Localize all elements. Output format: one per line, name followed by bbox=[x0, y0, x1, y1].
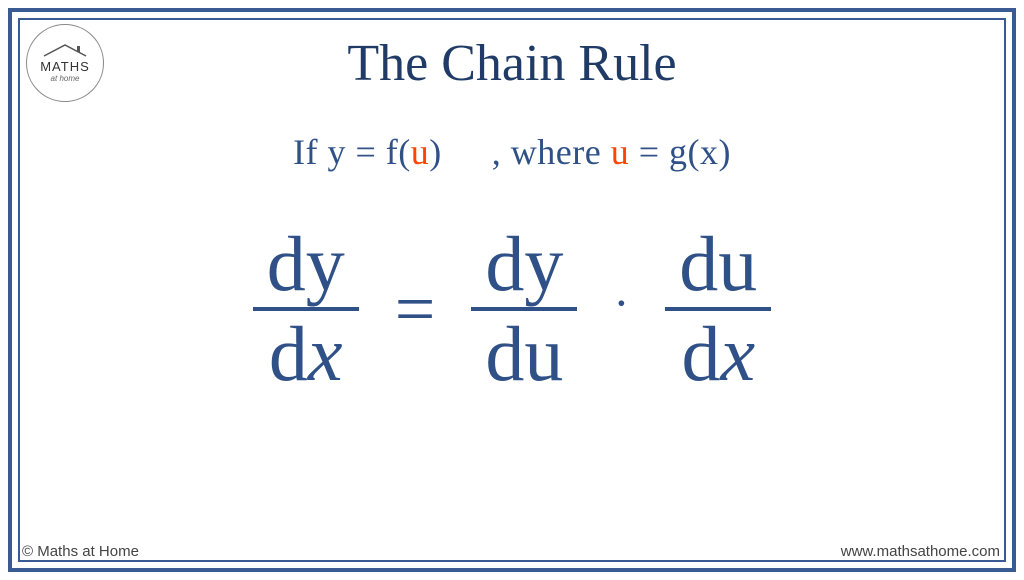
premise-part-2: ) bbox=[429, 132, 442, 172]
denominator: dx bbox=[667, 311, 769, 397]
slide-container: MATHS at home The Chain Rule If y = f(u)… bbox=[0, 0, 1024, 580]
outer-border: MATHS at home The Chain Rule If y = f(u)… bbox=[8, 8, 1016, 572]
numerator: dy bbox=[471, 221, 577, 307]
premise-part-4: , where bbox=[492, 132, 611, 172]
denominator: du bbox=[471, 311, 577, 397]
footer-copyright: © Maths at Home bbox=[22, 543, 139, 560]
inner-border: MATHS at home The Chain Rule If y = f(u)… bbox=[18, 18, 1006, 562]
page-title: The Chain Rule bbox=[347, 34, 676, 93]
logo-text-sub: at home bbox=[51, 74, 80, 83]
chain-rule-formula: dy dx = dy du · du dx bbox=[253, 221, 772, 397]
numerator: du bbox=[665, 221, 771, 307]
house-roof-icon bbox=[42, 43, 88, 57]
footer-url: www.mathsathome.com bbox=[841, 543, 1000, 560]
denominator: dx bbox=[255, 311, 357, 397]
logo-badge: MATHS at home bbox=[26, 24, 104, 102]
premise-part-6: = g(x) bbox=[629, 132, 731, 172]
logo-text-main: MATHS bbox=[40, 59, 90, 74]
equals-sign: = bbox=[395, 268, 436, 351]
premise-part-0: If y = f( bbox=[293, 132, 411, 172]
numerator: dy bbox=[253, 221, 359, 307]
fraction-dy-dx: dy dx bbox=[253, 221, 359, 397]
premise-u-1: u bbox=[411, 132, 430, 172]
multiplication-dot: · bbox=[613, 276, 629, 331]
fraction-du-dx: du dx bbox=[665, 221, 771, 397]
fraction-dy-du: dy du bbox=[471, 221, 577, 397]
premise-line: If y = f(u), where u = g(x) bbox=[293, 131, 731, 173]
premise-u-2: u bbox=[611, 132, 630, 172]
